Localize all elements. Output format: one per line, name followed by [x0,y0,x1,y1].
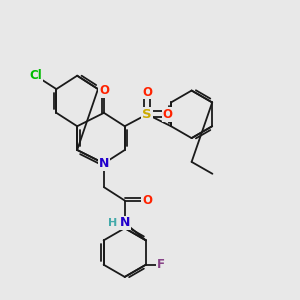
Text: O: O [142,85,152,98]
Text: O: O [142,194,152,207]
Text: Cl: Cl [29,69,42,82]
Text: O: O [99,84,109,97]
Text: O: O [163,108,173,121]
Text: F: F [157,258,165,271]
Text: S: S [142,108,152,121]
Text: N: N [119,216,130,229]
Text: H: H [108,218,117,228]
Text: N: N [99,157,109,170]
